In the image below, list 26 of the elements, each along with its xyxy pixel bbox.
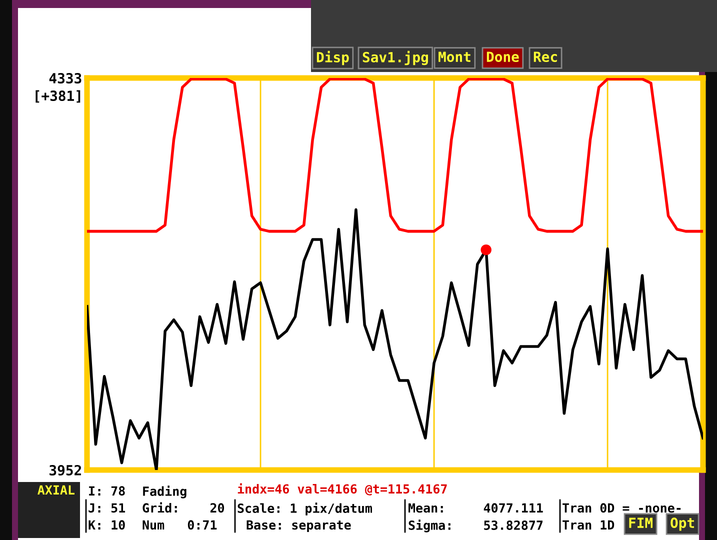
text: I: 78 <box>89 486 125 496</box>
text: Tran 0D = -none- <box>562 503 681 513</box>
text: indx=46 val=4166 @t=115.4167 <box>238 483 447 496</box>
y-axis-title: [+381] <box>36 90 80 103</box>
text: Num 0:71 <box>142 520 217 530</box>
line-series <box>87 208 703 470</box>
text: Grid: 20 <box>142 502 224 513</box>
text: Done <box>486 52 519 62</box>
y-tick-label: 4333 <box>49 72 82 84</box>
text: Mont <box>438 52 470 62</box>
text: Rec <box>534 52 557 62</box>
text: Scale: 1 pix/datum <box>238 502 372 516</box>
text: Base: separate <box>246 520 351 532</box>
text: FIM <box>629 518 652 528</box>
text: K: 10 <box>88 520 125 530</box>
text: Fading <box>143 486 186 498</box>
text: Mean: 4077.111 <box>408 503 543 513</box>
text: Disp <box>316 50 349 66</box>
y-tick-label: 3952 <box>50 464 81 476</box>
text: Sigma: 53.82877 <box>408 520 543 532</box>
text: Sav1.jpg <box>362 50 428 66</box>
line-series <box>87 78 703 233</box>
text: AXIAL <box>38 485 74 494</box>
text: Opt <box>670 518 694 531</box>
text: J: 51 <box>88 503 126 513</box>
text: Tran 1D <box>562 520 614 530</box>
